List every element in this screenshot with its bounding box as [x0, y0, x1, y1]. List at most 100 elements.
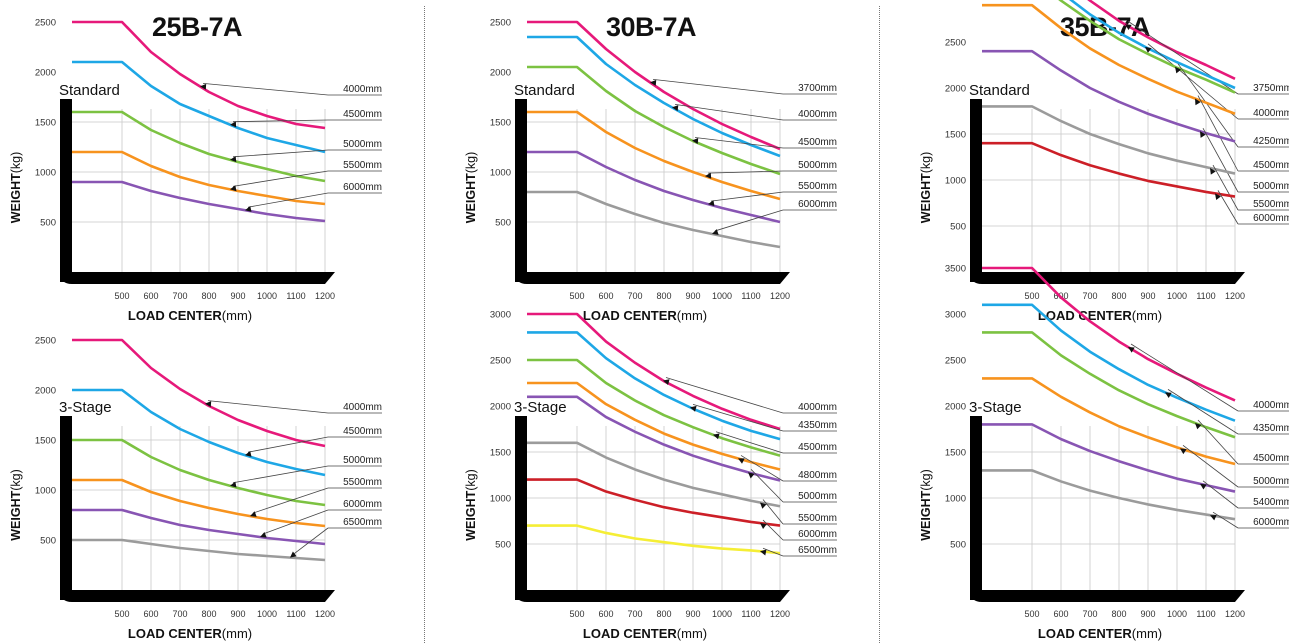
x-tick-label: 800 — [656, 609, 671, 619]
x-axis-bar — [60, 590, 335, 602]
series-line — [527, 35, 781, 158]
panel-label: 3-Stage — [59, 399, 112, 416]
x-tick-label: 600 — [598, 609, 613, 619]
x-tick-label: 1000 — [257, 291, 277, 301]
callout-leader — [674, 104, 784, 121]
y-tick-label: 1000 — [945, 176, 966, 187]
x-tick-label: 1100 — [1196, 609, 1215, 619]
callout-leader — [762, 499, 784, 525]
series-label: 4800mm — [798, 470, 837, 481]
x-tick-label: 800 — [1111, 291, 1126, 301]
y-axis-title: WEIGHT(kg) — [9, 469, 23, 541]
column-divider — [879, 6, 880, 643]
y-tick-label: 3000 — [945, 0, 966, 3]
callout-arrowhead — [760, 523, 767, 530]
callout-leader — [252, 487, 329, 514]
x-tick-label: 700 — [172, 291, 187, 301]
x-tick-label: 1100 — [286, 609, 305, 619]
y-tick-label: 2500 — [490, 18, 511, 29]
series-label: 3750mm — [1253, 83, 1289, 94]
x-tick-label: 600 — [143, 609, 158, 619]
series-line — [527, 150, 781, 224]
callout-arrowhead — [663, 379, 670, 385]
callout-arrowhead — [760, 502, 767, 509]
callout-arrowhead — [1145, 46, 1152, 53]
callout-arrowhead — [1195, 422, 1202, 430]
series-line — [527, 20, 781, 151]
y-tick-label: 2000 — [490, 68, 511, 79]
y-tick-label: 500 — [40, 536, 56, 547]
series-line — [982, 266, 1236, 402]
series-line — [72, 478, 326, 528]
x-axis-title: LOAD CENTER(mm) — [128, 308, 252, 323]
series-line — [72, 538, 326, 562]
series-label: 4350mm — [798, 420, 837, 431]
callout-leader — [232, 465, 329, 484]
series-line — [72, 110, 326, 183]
x-tick-label: 900 — [685, 291, 700, 301]
series-label: 4500mm — [343, 426, 382, 437]
x-tick-label: 800 — [201, 609, 216, 619]
y-tick-label: 500 — [950, 540, 966, 551]
x-axis-title: LOAD CENTER(mm) — [583, 308, 707, 323]
series-line — [527, 65, 781, 176]
x-tick-label: 1200 — [1225, 291, 1245, 301]
x-axis-bar — [60, 272, 335, 284]
x-tick-label: 1000 — [257, 609, 277, 619]
x-tick-label: 600 — [143, 291, 158, 301]
y-tick-label: 1500 — [35, 118, 56, 129]
x-tick-label: 800 — [1111, 609, 1126, 619]
series-line — [72, 438, 326, 507]
y-tick-label: 2500 — [35, 18, 56, 29]
series-line — [527, 331, 781, 441]
callout-leader — [1212, 164, 1239, 211]
x-tick-label: 900 — [1140, 609, 1155, 619]
callout-leader — [207, 400, 329, 414]
callout-leader — [232, 149, 329, 158]
x-tick-label: 500 — [114, 609, 129, 619]
series-line — [982, 3, 1236, 115]
callout-arrowhead — [705, 172, 712, 179]
callout-arrowhead — [1210, 514, 1217, 521]
column-divider — [424, 6, 425, 643]
x-axis-bar — [515, 590, 790, 602]
series-line — [72, 20, 326, 130]
callout-leader — [202, 83, 329, 96]
x-tick-label: 700 — [172, 609, 187, 619]
y-tick-label: 3000 — [490, 310, 511, 321]
callout-arrowhead — [1128, 347, 1135, 353]
callout-arrowhead — [692, 138, 699, 144]
series-line — [982, 141, 1236, 198]
callout-arrowhead — [245, 206, 252, 212]
callout-arrowhead — [1125, 24, 1132, 30]
series-label: 6500mm — [343, 517, 382, 528]
x-tick-label: 1200 — [315, 609, 335, 619]
callout-arrowhead — [1210, 168, 1216, 175]
callout-leader — [232, 170, 329, 187]
callout-arrowhead — [690, 405, 697, 412]
series-line — [982, 303, 1236, 422]
x-tick-label: 1100 — [741, 291, 760, 301]
y-axis-title: WEIGHT(kg) — [919, 152, 933, 224]
callout-leader — [710, 191, 784, 202]
panel-label: Standard — [514, 82, 575, 99]
callout-leader — [762, 547, 784, 557]
x-tick-label: 1000 — [712, 291, 732, 301]
x-tick-label: 700 — [1082, 609, 1097, 619]
x-axis-bar — [970, 590, 1245, 602]
callout-arrowhead — [250, 511, 257, 517]
callout-leader — [665, 377, 784, 414]
x-tick-label: 800 — [201, 291, 216, 301]
y-tick-label: 1000 — [945, 494, 966, 505]
series-label: 5000mm — [343, 455, 382, 466]
x-tick-label: 800 — [656, 291, 671, 301]
series-label: 4000mm — [798, 402, 837, 413]
x-tick-label: 700 — [627, 291, 642, 301]
y-tick-label: 3500 — [945, 264, 966, 275]
x-tick-label: 500 — [114, 291, 129, 301]
x-tick-label: 600 — [1053, 609, 1068, 619]
x-axis-title: LOAD CENTER(mm) — [1038, 308, 1162, 323]
callout-arrowhead — [230, 121, 237, 128]
callout-arrowhead — [708, 200, 715, 207]
